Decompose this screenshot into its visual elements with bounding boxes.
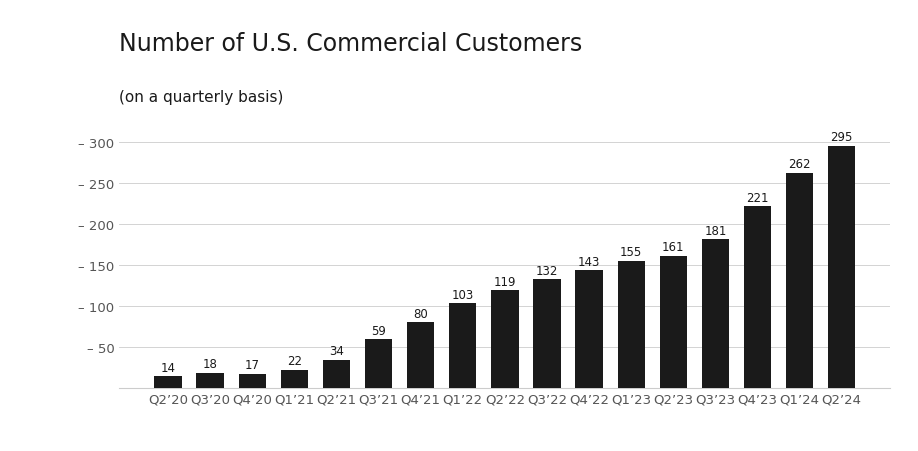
Text: 221: 221 bbox=[746, 192, 768, 204]
Text: 132: 132 bbox=[536, 264, 558, 277]
Text: 14: 14 bbox=[161, 361, 175, 374]
Text: 22: 22 bbox=[287, 354, 302, 368]
Bar bbox=[449, 304, 476, 388]
Bar bbox=[196, 373, 224, 388]
Bar bbox=[828, 146, 856, 388]
Bar bbox=[744, 207, 771, 388]
Bar bbox=[239, 374, 266, 388]
Bar bbox=[407, 322, 434, 388]
Text: 119: 119 bbox=[494, 275, 516, 288]
Bar bbox=[786, 173, 813, 388]
Text: 262: 262 bbox=[789, 158, 811, 171]
Bar bbox=[533, 280, 561, 388]
Bar bbox=[323, 360, 350, 388]
Text: 34: 34 bbox=[329, 345, 344, 358]
Text: 181: 181 bbox=[704, 224, 727, 237]
Text: (on a quarterly basis): (on a quarterly basis) bbox=[119, 90, 284, 105]
Text: 59: 59 bbox=[371, 324, 386, 337]
Bar bbox=[491, 290, 519, 388]
Text: 17: 17 bbox=[245, 359, 260, 372]
Text: 18: 18 bbox=[203, 358, 218, 371]
Text: 103: 103 bbox=[452, 288, 474, 301]
Text: 80: 80 bbox=[413, 307, 428, 320]
Bar bbox=[576, 271, 603, 388]
Bar bbox=[618, 261, 644, 388]
Text: 161: 161 bbox=[662, 241, 685, 253]
Bar bbox=[701, 239, 729, 388]
Text: Number of U.S. Commercial Customers: Number of U.S. Commercial Customers bbox=[119, 32, 583, 55]
Bar bbox=[281, 370, 308, 388]
Bar bbox=[660, 256, 687, 388]
Bar bbox=[365, 340, 392, 388]
Bar bbox=[154, 377, 182, 388]
Text: 155: 155 bbox=[620, 245, 643, 258]
Text: 143: 143 bbox=[578, 255, 600, 268]
Text: 295: 295 bbox=[831, 131, 853, 144]
